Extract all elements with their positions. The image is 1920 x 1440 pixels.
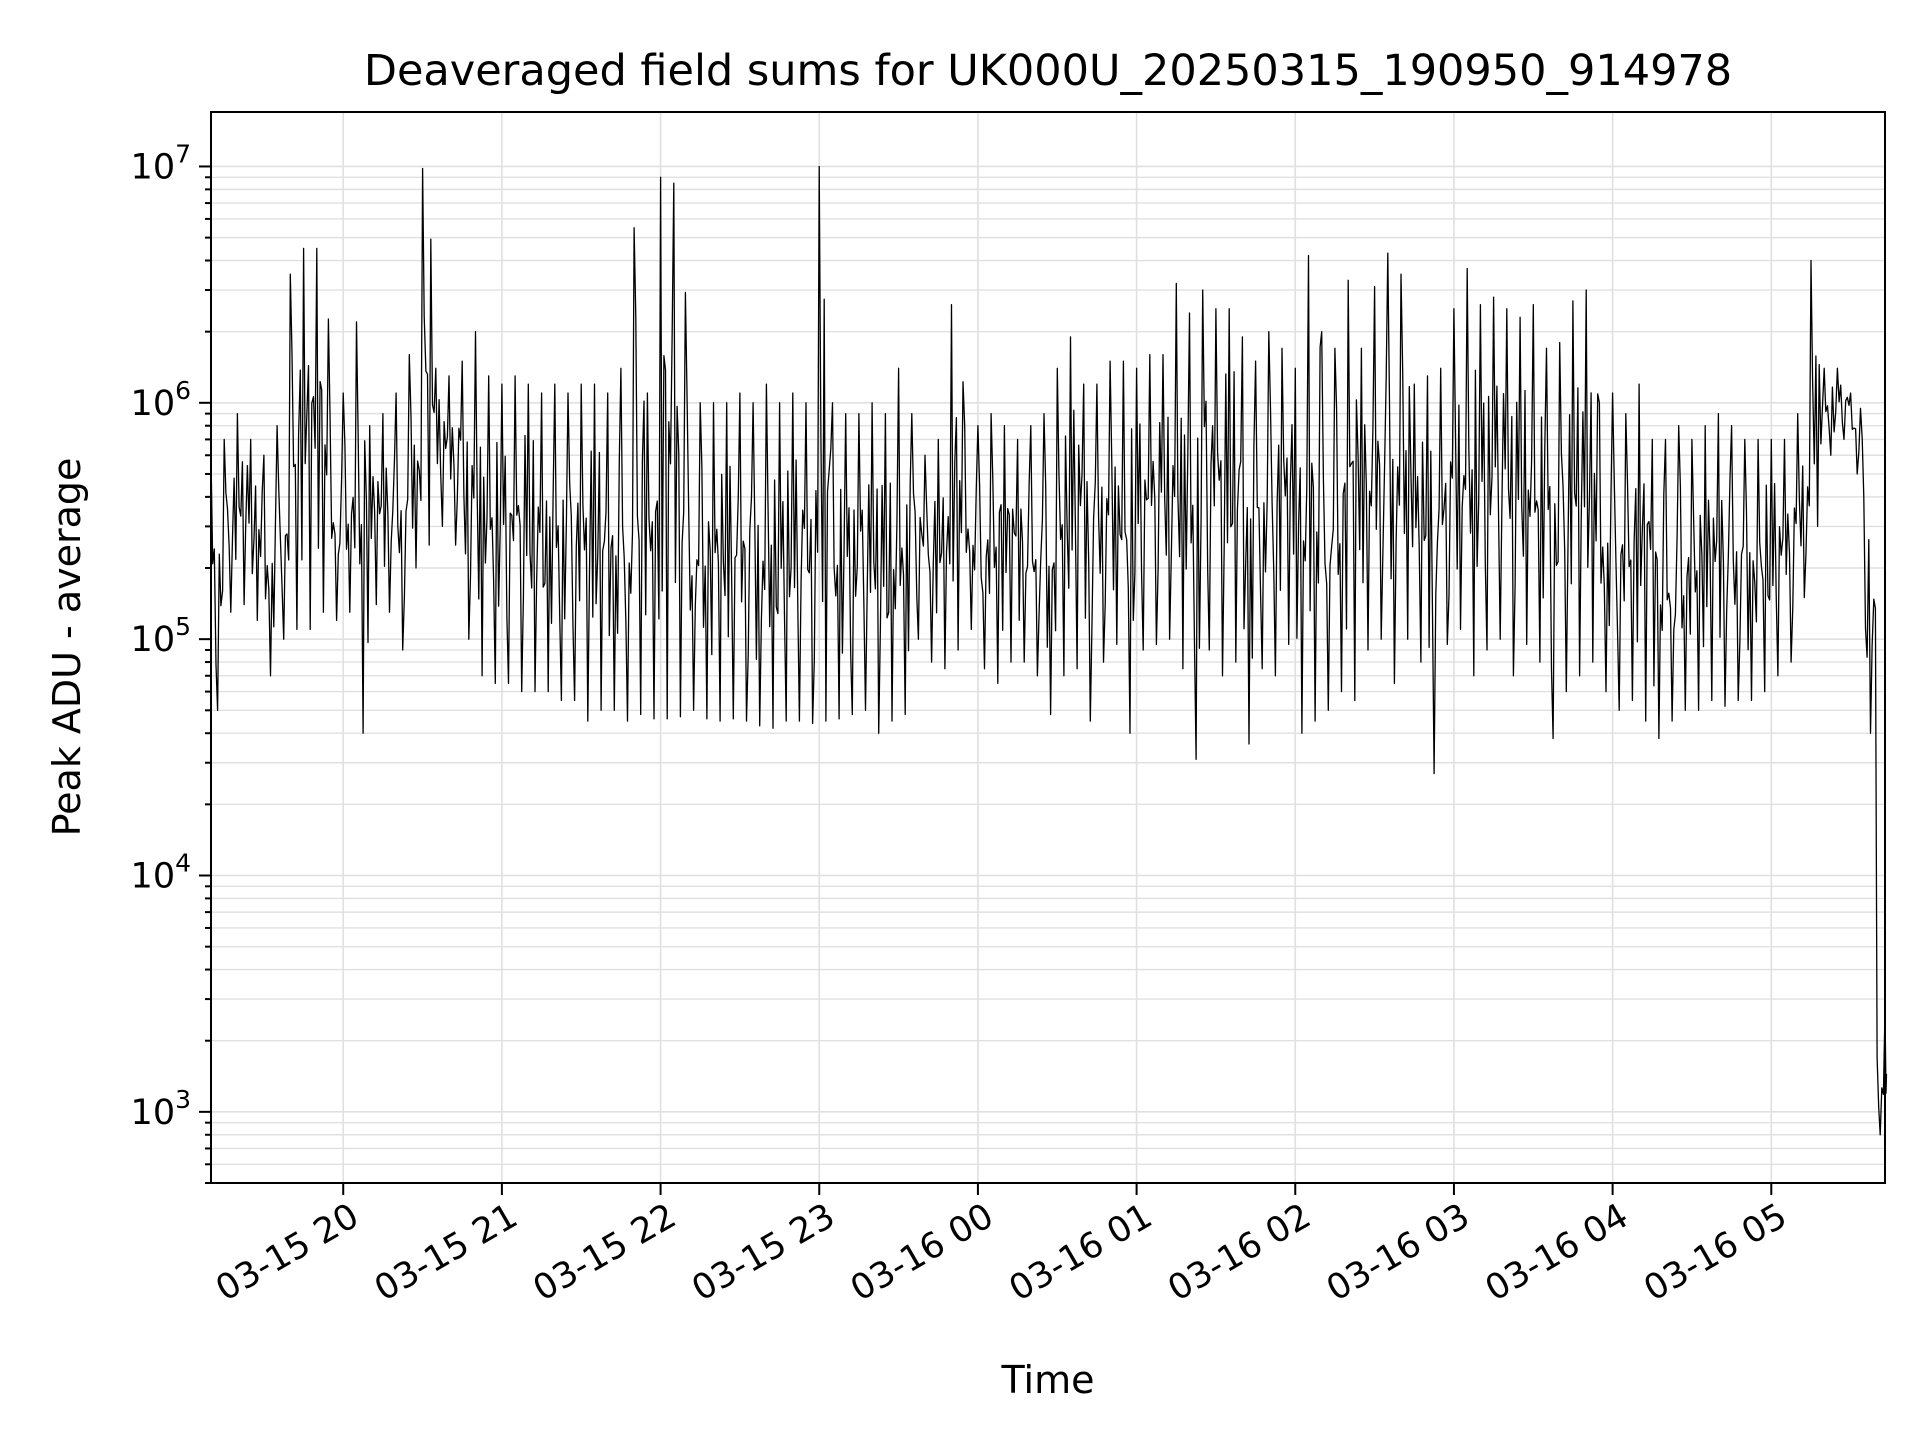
y-tick-exponent: 7 xyxy=(175,139,191,168)
y-axis-label: Peak ADU - average xyxy=(45,458,89,837)
series-layer xyxy=(210,165,1888,1136)
y-tick-base: 10 xyxy=(131,147,176,187)
y-tick-base: 10 xyxy=(131,857,176,897)
y-tick-base: 10 xyxy=(131,384,176,424)
y-tick-exponent: 6 xyxy=(175,376,191,405)
y-tick-exponent: 4 xyxy=(175,849,191,878)
series-line xyxy=(210,165,1888,1136)
y-tick-label: 104 xyxy=(131,849,191,897)
y-tick-exponent: 3 xyxy=(175,1085,191,1114)
y-tick-exponent: 5 xyxy=(175,612,191,641)
x-axis-label: Time xyxy=(1001,1358,1095,1402)
y-tick-label: 107 xyxy=(131,139,191,187)
plot-frame xyxy=(210,111,1886,1184)
y-tick-label: 103 xyxy=(131,1085,191,1133)
chart-title: Deaveraged field sums for UK000U_2025031… xyxy=(364,46,1732,96)
y-tick-label: 105 xyxy=(131,612,191,660)
y-tick-label: 106 xyxy=(131,376,191,424)
y-tick-base: 10 xyxy=(131,620,176,660)
y-tick-base: 10 xyxy=(131,1093,176,1133)
